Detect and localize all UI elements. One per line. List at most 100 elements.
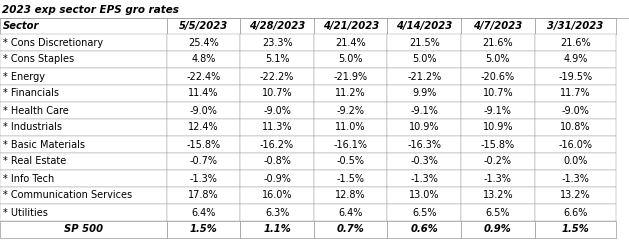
Bar	[167, 68, 240, 85]
Bar	[387, 187, 461, 204]
Bar	[0, 153, 167, 170]
Text: 12.4%: 12.4%	[188, 122, 219, 132]
Bar	[240, 68, 314, 85]
Text: 10.9%: 10.9%	[409, 122, 440, 132]
Text: -1.3%: -1.3%	[410, 174, 438, 184]
Text: 10.7%: 10.7%	[482, 88, 513, 99]
Bar	[167, 187, 240, 204]
Bar	[535, 18, 616, 34]
Text: -1.3%: -1.3%	[189, 174, 218, 184]
Text: 23.3%: 23.3%	[262, 38, 292, 48]
Text: -16.1%: -16.1%	[333, 140, 368, 149]
Text: 10.9%: 10.9%	[482, 122, 513, 132]
Bar	[314, 34, 387, 51]
Text: 4/28/2023: 4/28/2023	[249, 21, 305, 31]
Text: 11.4%: 11.4%	[188, 88, 219, 99]
Bar	[314, 85, 387, 102]
Bar	[0, 18, 167, 34]
Bar	[0, 136, 167, 153]
Text: 5/5/2023: 5/5/2023	[179, 21, 228, 31]
Text: -9.2%: -9.2%	[337, 106, 365, 116]
Text: 13.2%: 13.2%	[560, 190, 591, 200]
Text: 11.7%: 11.7%	[560, 88, 591, 99]
Text: -1.3%: -1.3%	[484, 174, 512, 184]
Bar	[535, 204, 616, 221]
Text: -9.0%: -9.0%	[562, 106, 589, 116]
Bar	[167, 170, 240, 187]
Text: 6.4%: 6.4%	[338, 208, 363, 218]
Bar	[461, 68, 535, 85]
Text: -0.5%: -0.5%	[337, 156, 365, 166]
Text: -22.2%: -22.2%	[260, 72, 294, 82]
Text: 11.0%: 11.0%	[335, 122, 366, 132]
Text: * Energy: * Energy	[3, 72, 45, 82]
Bar	[314, 221, 387, 238]
Bar	[240, 85, 314, 102]
Bar	[314, 51, 387, 68]
Bar	[461, 119, 535, 136]
Bar	[387, 51, 461, 68]
Text: * Communication Services: * Communication Services	[3, 190, 132, 200]
Text: -9.1%: -9.1%	[484, 106, 512, 116]
Bar	[167, 204, 240, 221]
Text: 21.5%: 21.5%	[409, 38, 440, 48]
Text: -0.2%: -0.2%	[484, 156, 512, 166]
Text: 4/14/2023: 4/14/2023	[396, 21, 452, 31]
Text: * Financials: * Financials	[3, 88, 59, 99]
Bar	[461, 51, 535, 68]
Text: 21.6%: 21.6%	[560, 38, 591, 48]
Text: 11.2%: 11.2%	[335, 88, 366, 99]
Bar	[535, 221, 616, 238]
Text: * Utilities: * Utilities	[3, 208, 48, 218]
Bar	[314, 119, 387, 136]
Text: 0.0%: 0.0%	[564, 156, 587, 166]
Text: SP 500: SP 500	[64, 224, 103, 234]
Text: 2023 exp sector EPS gro rates: 2023 exp sector EPS gro rates	[2, 5, 179, 15]
Bar	[240, 102, 314, 119]
Text: 13.0%: 13.0%	[409, 190, 440, 200]
Text: Sector: Sector	[3, 21, 40, 31]
Text: -20.6%: -20.6%	[481, 72, 515, 82]
Text: 5.0%: 5.0%	[338, 54, 363, 64]
Text: 1.1%: 1.1%	[263, 224, 291, 234]
Bar	[314, 102, 387, 119]
Text: 1.5%: 1.5%	[189, 224, 218, 234]
Bar	[240, 170, 314, 187]
Bar	[240, 221, 314, 238]
Bar	[240, 18, 314, 34]
Bar	[461, 34, 535, 51]
Text: 10.7%: 10.7%	[262, 88, 292, 99]
Bar	[167, 221, 240, 238]
Bar	[387, 85, 461, 102]
Text: 10.8%: 10.8%	[560, 122, 591, 132]
Bar	[167, 102, 240, 119]
Bar	[387, 170, 461, 187]
Bar	[535, 68, 616, 85]
Bar	[0, 68, 167, 85]
Bar	[167, 136, 240, 153]
Bar	[240, 187, 314, 204]
Bar	[387, 18, 461, 34]
Bar	[535, 153, 616, 170]
Text: 6.3%: 6.3%	[265, 208, 289, 218]
Bar	[240, 51, 314, 68]
Bar	[461, 102, 535, 119]
Text: 21.4%: 21.4%	[335, 38, 366, 48]
Bar	[535, 119, 616, 136]
Bar	[387, 119, 461, 136]
Text: -16.2%: -16.2%	[260, 140, 294, 149]
Text: 9.9%: 9.9%	[412, 88, 437, 99]
Bar	[535, 51, 616, 68]
Bar	[461, 204, 535, 221]
Text: 16.0%: 16.0%	[262, 190, 292, 200]
Text: 3/31/2023: 3/31/2023	[547, 21, 604, 31]
Bar	[461, 153, 535, 170]
Bar	[167, 119, 240, 136]
Text: 12.8%: 12.8%	[335, 190, 366, 200]
Text: 4.8%: 4.8%	[191, 54, 216, 64]
Bar	[240, 136, 314, 153]
Bar	[461, 85, 535, 102]
Text: 6.6%: 6.6%	[564, 208, 587, 218]
Text: 6.5%: 6.5%	[486, 208, 510, 218]
Text: -0.7%: -0.7%	[189, 156, 218, 166]
